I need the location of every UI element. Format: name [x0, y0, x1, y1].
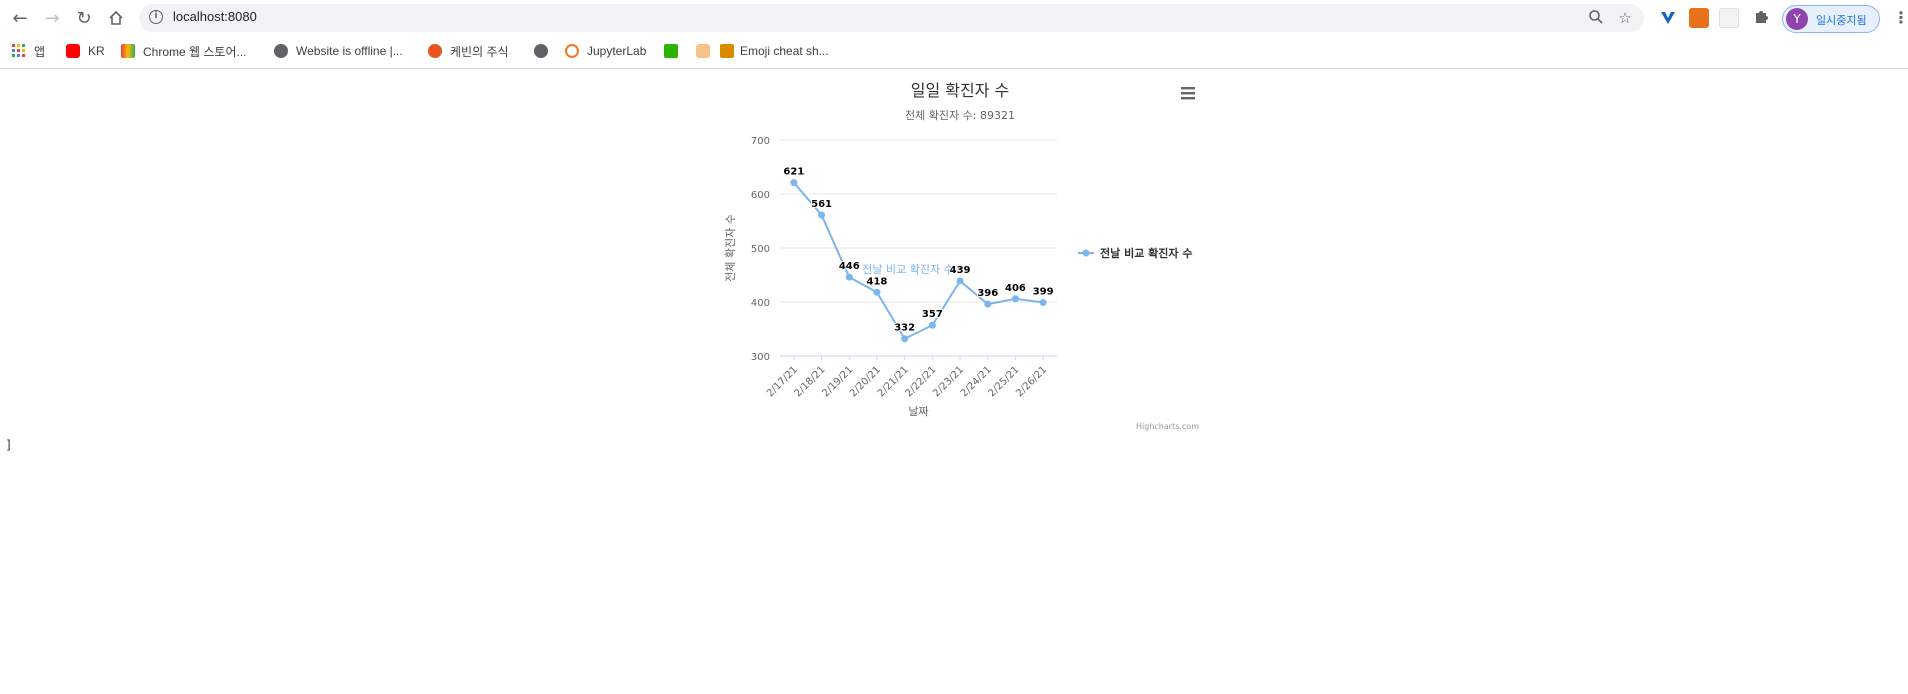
- chart-menu-icon[interactable]: [1181, 87, 1195, 100]
- y-tick-label: 600: [751, 190, 770, 201]
- bookmark-emoji-cheat[interactable]: Emoji cheat sh...: [720, 41, 829, 61]
- home-icon[interactable]: [104, 6, 128, 30]
- series-annotation-label: 전날 비교 확진자 수: [862, 263, 953, 276]
- apps-grid-icon: [12, 44, 26, 58]
- y-tick-label: 700: [751, 136, 770, 147]
- profile-button[interactable]: Y 일시중지됨: [1782, 5, 1880, 33]
- bookmark-label: KR: [88, 44, 105, 58]
- data-point: [845, 273, 853, 281]
- data-label: 396: [977, 288, 998, 299]
- data-label: 357: [922, 309, 943, 320]
- bookmarks-bar: 앱 KR Chrome 웹 스토어... Website is offline …: [0, 38, 1908, 64]
- browser-chrome: ← → ↻ i localhost:8080 ☆ Y 일시중지됨 ⋮: [0, 0, 1908, 69]
- bookmark-label: 앱: [34, 44, 46, 59]
- stray-bracket-text: ]: [6, 438, 11, 452]
- data-point: [956, 277, 964, 285]
- puzzle-icon[interactable]: [1752, 8, 1772, 28]
- bookmark-label: Chrome 웹 스토어...: [143, 44, 247, 59]
- extension-v-icon[interactable]: [1658, 8, 1678, 28]
- series-line: [793, 182, 1044, 341]
- extension-blank-icon[interactable]: [1719, 8, 1739, 28]
- data-label: 621: [783, 167, 804, 178]
- chart-subtitle: 전체 확진자 수: 89321: [905, 109, 1015, 122]
- data-label: 418: [867, 276, 888, 287]
- bookmark-chrome-webstore[interactable]: Chrome 웹 스토어...: [121, 41, 247, 61]
- line-chart: 일일 확진자 수전체 확진자 수: 89321 300 400 500 600 700 전체…: [724, 81, 1199, 431]
- youtube-icon: [66, 44, 80, 58]
- zoom-icon[interactable]: [1587, 9, 1605, 27]
- data-label: 446: [839, 261, 860, 272]
- chart-title: 일일 확진자 수: [911, 81, 1010, 100]
- globe-icon: [534, 44, 548, 58]
- chart-menu-bar: [1181, 97, 1195, 100]
- bookmark-label: 케빈의 주식: [450, 44, 509, 59]
- data-point: [873, 288, 881, 296]
- bookmark-apps[interactable]: 앱: [12, 41, 45, 61]
- globe-icon: [274, 44, 288, 58]
- data-point: [790, 179, 798, 187]
- star-icon[interactable]: ☆: [1618, 9, 1632, 27]
- profile-status-label: 일시중지됨: [1816, 14, 1867, 27]
- data-label: 439: [950, 265, 971, 276]
- chart-menu-bar: [1181, 87, 1195, 90]
- data-label: 561: [811, 199, 832, 210]
- more-vert-icon[interactable]: ⋮: [1893, 8, 1908, 27]
- y-tick-label: 400: [751, 298, 770, 309]
- bookmark-website-offline[interactable]: Website is offline |...: [274, 41, 403, 61]
- bookmark-globe[interactable]: [534, 41, 556, 61]
- bookmark-thumbs[interactable]: [696, 41, 718, 61]
- thumbs-up-icon: [696, 44, 710, 58]
- bookmark-label: JupyterLab: [587, 44, 647, 58]
- bookmark-blog[interactable]: [664, 41, 686, 61]
- forward-arrow-icon[interactable]: →: [44, 7, 60, 29]
- address-bar[interactable]: i localhost:8080 ☆: [139, 4, 1644, 32]
- legend-marker: [1082, 249, 1090, 257]
- data-point: [928, 321, 936, 329]
- bookmark-kr[interactable]: KR: [66, 41, 105, 61]
- data-label: 332: [894, 323, 915, 334]
- avatar: Y: [1786, 8, 1808, 30]
- extension-orange-icon[interactable]: [1689, 8, 1709, 28]
- tistory-icon: [428, 44, 442, 58]
- data-point: [818, 211, 826, 219]
- data-point: [901, 335, 909, 343]
- data-point: [1011, 295, 1019, 303]
- bookmark-kevin-stock[interactable]: 케빈의 주식: [428, 41, 509, 61]
- y-tick-label: 300: [751, 352, 770, 363]
- data-point: [1039, 299, 1047, 307]
- blog-icon: [664, 44, 678, 58]
- y-tick-label: 500: [751, 244, 770, 255]
- site-info-icon[interactable]: i: [149, 10, 163, 24]
- reload-icon[interactable]: ↻: [76, 7, 92, 29]
- back-arrow-icon[interactable]: ←: [12, 7, 28, 29]
- x-axis-title: 날짜: [908, 405, 928, 418]
- chrome-webstore-icon: [121, 44, 135, 58]
- bookmark-jupyterlab[interactable]: JupyterLab: [565, 41, 646, 61]
- bookmark-label: Emoji cheat sh...: [740, 44, 829, 58]
- y-axis-title: 전체 확진자 수: [724, 214, 737, 282]
- legend-item[interactable]: 전날 비교 확진자 수: [1100, 246, 1192, 260]
- jupyter-icon: [565, 44, 579, 58]
- browser-toolbar: ← → ↻ i localhost:8080 ☆ Y 일시중지됨 ⋮: [0, 0, 1908, 36]
- data-point: [984, 300, 992, 308]
- gift-icon: [720, 44, 734, 58]
- x-tick-label: 2/26/21: [1014, 364, 1049, 399]
- bookmark-label: Website is offline |...: [296, 44, 403, 58]
- url-text: localhost:8080: [173, 9, 257, 24]
- data-label: 406: [1005, 283, 1026, 294]
- data-label: 399: [1033, 287, 1054, 298]
- chart-menu-bar: [1181, 92, 1195, 95]
- credits-link: Highcharts.com: [1136, 422, 1199, 431]
